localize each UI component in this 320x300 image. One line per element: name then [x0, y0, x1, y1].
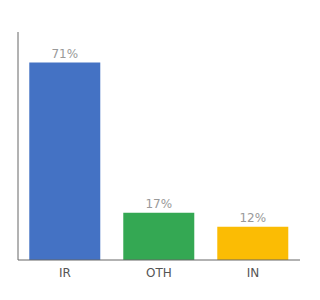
svg-text:IR: IR	[59, 266, 71, 280]
svg-text:71%: 71%	[51, 47, 78, 61]
svg-text:12%: 12%	[239, 211, 266, 225]
svg-text:17%: 17%	[145, 197, 172, 211]
svg-text:OTH: OTH	[146, 266, 172, 280]
svg-text:IN: IN	[247, 266, 260, 280]
